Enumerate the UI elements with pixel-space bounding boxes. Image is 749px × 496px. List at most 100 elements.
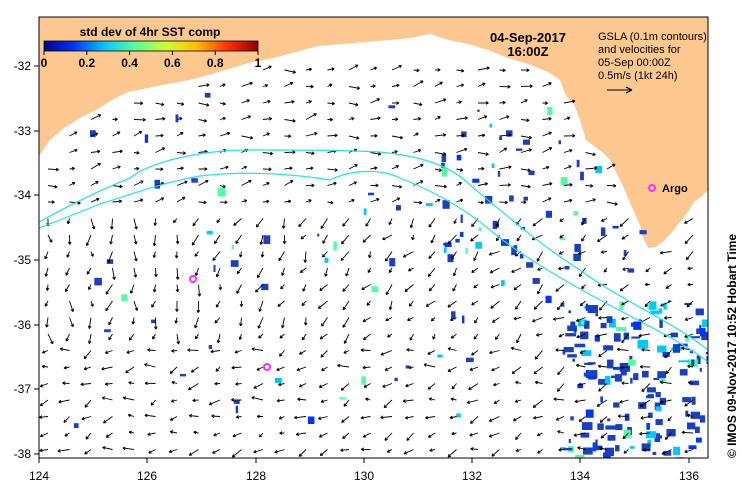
velocity-arrow xyxy=(175,234,180,245)
sst-patch xyxy=(532,278,540,284)
velocity-arrow xyxy=(520,168,531,172)
velocity-arrow xyxy=(299,350,307,355)
velocity-arrow xyxy=(152,284,157,293)
x-tick-label: 134 xyxy=(570,469,590,483)
velocity-arrow xyxy=(447,300,457,308)
velocity-arrow xyxy=(520,118,530,123)
sst-patch xyxy=(475,241,482,249)
sst-patch xyxy=(456,154,462,161)
velocity-arrow xyxy=(133,130,143,137)
sst-patch xyxy=(121,294,128,302)
sst-patch xyxy=(690,411,701,419)
velocity-arrow xyxy=(409,218,414,229)
velocity-arrow xyxy=(499,133,512,137)
sst-patch xyxy=(333,241,337,251)
colorbar-title: std dev of 4hr SST comp xyxy=(80,25,221,39)
sst-patch xyxy=(175,114,179,123)
sst-patch xyxy=(647,394,654,399)
sst-patch xyxy=(547,107,553,116)
velocity-arrow xyxy=(342,432,350,440)
sst-patch xyxy=(699,328,706,337)
velocity-arrow xyxy=(324,267,328,277)
sst-patch xyxy=(396,205,401,211)
velocity-arrow xyxy=(606,163,616,170)
velocity-arrow xyxy=(348,116,355,121)
velocity-arrow xyxy=(406,432,414,441)
sst-patch xyxy=(699,324,702,330)
velocity-arrow xyxy=(477,115,488,120)
velocity-arrow xyxy=(305,84,314,89)
velocity-arrow xyxy=(298,383,307,388)
velocity-arrow xyxy=(434,133,447,137)
sst-patch xyxy=(620,369,627,376)
velocity-arrow xyxy=(370,166,378,170)
velocity-arrow xyxy=(382,383,393,388)
velocity-arrow xyxy=(489,350,500,355)
sst-patch xyxy=(371,286,379,292)
sst-patch xyxy=(690,380,700,386)
velocity-arrow xyxy=(284,69,296,74)
velocity-arrow xyxy=(238,333,243,340)
sst-patch xyxy=(605,425,616,430)
velocity-arrow xyxy=(125,366,135,374)
velocity-arrow xyxy=(362,365,371,370)
velocity-arrow xyxy=(215,300,221,308)
sst-patch xyxy=(576,159,580,168)
velocity-arrow xyxy=(434,198,441,203)
velocity-arrow xyxy=(616,347,629,352)
velocity-arrow xyxy=(413,149,422,153)
velocity-arrow xyxy=(218,284,223,291)
velocity-arrow xyxy=(640,416,651,420)
sst-patch xyxy=(607,435,616,441)
velocity-arrow xyxy=(169,416,178,421)
velocity-arrow xyxy=(90,162,101,170)
sst-patch xyxy=(466,357,474,363)
sst-patch xyxy=(545,210,552,218)
velocity-arrow xyxy=(66,251,70,258)
sst-patch xyxy=(368,192,374,196)
velocity-arrow xyxy=(469,366,479,371)
velocity-arrow xyxy=(105,300,113,312)
velocity-arrow xyxy=(466,399,479,404)
velocity-arrow xyxy=(453,218,457,224)
sst-patch xyxy=(94,277,102,286)
velocity-arrow xyxy=(542,101,549,105)
velocity-arrow xyxy=(84,449,92,455)
velocity-arrow xyxy=(663,267,672,275)
velocity-arrow xyxy=(516,333,522,344)
velocity-arrow xyxy=(305,131,318,137)
gsla-contour-south xyxy=(39,170,708,363)
velocity-arrow xyxy=(534,350,543,360)
sst-patch xyxy=(563,447,573,451)
velocity-arrow xyxy=(169,366,178,374)
velocity-arrow xyxy=(473,333,479,340)
velocity-arrow xyxy=(413,80,424,87)
sst-patch xyxy=(388,105,396,109)
sst-patch xyxy=(506,130,513,137)
sst-patch xyxy=(691,396,696,405)
velocity-arrow xyxy=(90,132,99,137)
velocity-arrow xyxy=(84,399,92,408)
velocity-arrow xyxy=(194,317,199,329)
velocity-arrow xyxy=(663,316,672,320)
sst-patch xyxy=(659,318,663,328)
velocity-arrow xyxy=(430,234,436,244)
velocity-arrow xyxy=(239,317,243,327)
velocity-arrow xyxy=(208,399,221,406)
sst-patch xyxy=(600,227,606,236)
sst-patch xyxy=(614,374,622,382)
sst-patch xyxy=(489,123,493,128)
velocity-arrow xyxy=(112,267,116,280)
velocity-arrow xyxy=(430,317,436,322)
sst-patch xyxy=(657,371,666,378)
velocity-arrow xyxy=(490,284,500,289)
velocity-arrow xyxy=(391,117,399,122)
velocity-arrow xyxy=(606,201,618,206)
argo-label: Argo xyxy=(662,183,688,195)
velocity-arrow xyxy=(319,449,328,457)
velocity-arrow xyxy=(499,115,510,120)
velocity-arrow xyxy=(581,218,586,226)
velocity-arrow xyxy=(133,117,146,122)
velocity-arrow xyxy=(197,284,202,297)
sst-patch xyxy=(568,310,572,314)
